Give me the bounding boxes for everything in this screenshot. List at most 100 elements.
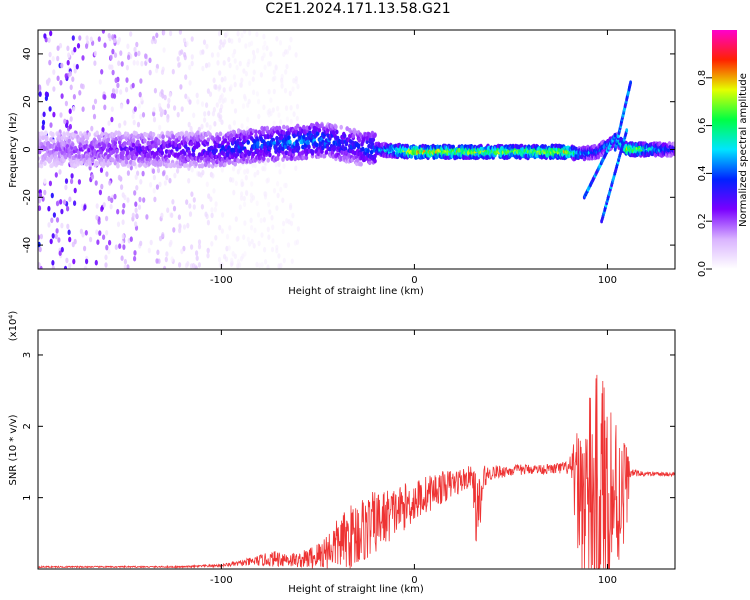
spectrogram-blob xyxy=(230,98,234,105)
spectrogram-ridge-cell xyxy=(98,157,103,163)
spectrogram-blob xyxy=(161,232,165,238)
spectrogram-blob xyxy=(220,93,224,99)
spectrogram-blob xyxy=(223,97,227,103)
spectrogram-blob xyxy=(196,99,200,105)
spectrogram-blob xyxy=(260,232,264,238)
spectrogram-blob xyxy=(38,91,42,97)
spectrogram-blob xyxy=(188,80,192,86)
spectrogram-blob xyxy=(116,208,120,215)
spectrogram-blob xyxy=(239,195,244,201)
spectrogram-blob xyxy=(81,106,85,112)
spectrogram-blob xyxy=(140,60,144,67)
spectrogram-ridge-cell xyxy=(361,137,366,142)
spectrogram-blob xyxy=(211,173,215,179)
spectrogram-ridge-cell xyxy=(88,162,92,167)
spectrogram-ridge-cell xyxy=(95,130,99,136)
spectrogram-blob xyxy=(294,165,298,171)
spectrogram-blob xyxy=(136,60,140,66)
spectrogram-ridge-cell xyxy=(315,131,320,137)
spectrogram-blob xyxy=(203,111,207,117)
spectrogram-blob xyxy=(42,111,46,118)
spectrogram-blob xyxy=(71,35,75,41)
spectrogram-blob xyxy=(252,89,256,96)
spectrogram-blob xyxy=(113,37,117,44)
spectrogram-blob xyxy=(210,212,214,219)
spectrogram-blob xyxy=(269,97,273,103)
spectrogram-blob xyxy=(208,124,212,131)
spectrogram-blob xyxy=(83,245,87,252)
spectrogram-blob xyxy=(66,223,70,230)
spectrogram-blob xyxy=(95,203,99,209)
spectrogram-ridge-cell xyxy=(320,149,324,155)
spectrogram-ridge-cell xyxy=(315,142,319,148)
spectrogram-blob xyxy=(80,203,84,210)
spectrogram-blob xyxy=(117,37,121,43)
spectrogram-blob xyxy=(279,119,283,125)
spectrogram-ridge-cell xyxy=(48,158,52,164)
colorbar-label: Normalized spectral amplitude xyxy=(738,73,749,227)
spectrogram-blob xyxy=(260,262,264,268)
snr-marks xyxy=(38,374,675,569)
spectrogram-blob xyxy=(247,98,251,105)
colorbar-gradient xyxy=(712,30,737,269)
spectrogram-blob xyxy=(136,121,141,128)
spectrogram-blob xyxy=(122,244,126,250)
spectrogram-blob xyxy=(190,54,194,60)
spectrogram-blob xyxy=(95,229,99,235)
spectrogram-blob xyxy=(155,67,159,74)
spectrogram-blob xyxy=(64,184,68,191)
spectrogram-blob xyxy=(228,124,232,130)
spectrogram-blob xyxy=(48,106,52,112)
snr-y-tick-label: 3 xyxy=(22,352,33,358)
spectrogram-blob xyxy=(213,206,217,213)
spectrogram-blob xyxy=(232,74,236,80)
spectrogram-blob xyxy=(165,251,169,257)
spectrogram-blob xyxy=(263,64,267,71)
spectrogram-blob xyxy=(103,104,107,111)
spectrogram-blob xyxy=(63,118,67,125)
spectrogram-blob xyxy=(48,51,52,58)
spectrogram-blob xyxy=(234,216,238,222)
spectrogram-blob xyxy=(222,87,226,93)
spectrogram-blob xyxy=(214,235,218,241)
spectrogram-ridge-cell xyxy=(241,152,245,158)
spectrogram-blob xyxy=(85,43,89,49)
spectrogram-ridge-cell xyxy=(236,151,240,157)
spectrogram-panel: -100 0 100 -40 -20 0 20 40 Height of straight … xyxy=(8,29,676,297)
spectrogram-blob xyxy=(187,178,191,184)
spectrogram-blob xyxy=(113,52,118,58)
spectrogram-blob xyxy=(67,229,71,236)
spectrogram-blob xyxy=(163,265,167,269)
spectrogram-ridge-cell xyxy=(322,153,327,159)
spectrogram-ridge-cell xyxy=(189,141,194,147)
spectrogram-blob xyxy=(184,74,188,80)
spectrogram-ridge-cell xyxy=(143,138,147,144)
spectrogram-blob xyxy=(126,170,130,176)
spectrogram-blob xyxy=(47,205,51,212)
spectrogram-blob xyxy=(166,103,170,109)
spectrogram-blob xyxy=(110,116,114,123)
spectrogram-blob xyxy=(262,104,266,111)
spectrogram-blob xyxy=(118,243,122,249)
spectrogram-blob xyxy=(142,197,146,203)
spectrogram-blob xyxy=(296,83,300,90)
spectrogram-blob xyxy=(108,64,112,70)
spectrogram-blob xyxy=(205,102,209,108)
spectrogram-blob xyxy=(272,69,276,76)
spectrogram-blob xyxy=(137,50,141,57)
spectrogram-blob xyxy=(155,184,159,190)
spectrogram-blob xyxy=(72,106,76,112)
spectrogram-blob xyxy=(166,207,170,213)
spectrogram-blob xyxy=(282,220,286,227)
spectrogram-blob xyxy=(52,111,56,118)
spectrogram-blob xyxy=(172,205,177,212)
spectrogram-ridge-cell xyxy=(356,143,361,148)
colorbar-tick-label: 0.4 xyxy=(697,165,708,181)
colorbar-tick-label: 0.2 xyxy=(697,213,708,229)
spectrogram-blob xyxy=(186,261,190,267)
spectrogram-blob xyxy=(48,59,52,66)
spectrogram-blob xyxy=(138,196,142,203)
spectrogram-blob xyxy=(188,203,192,209)
spectrogram-blob xyxy=(289,118,293,125)
